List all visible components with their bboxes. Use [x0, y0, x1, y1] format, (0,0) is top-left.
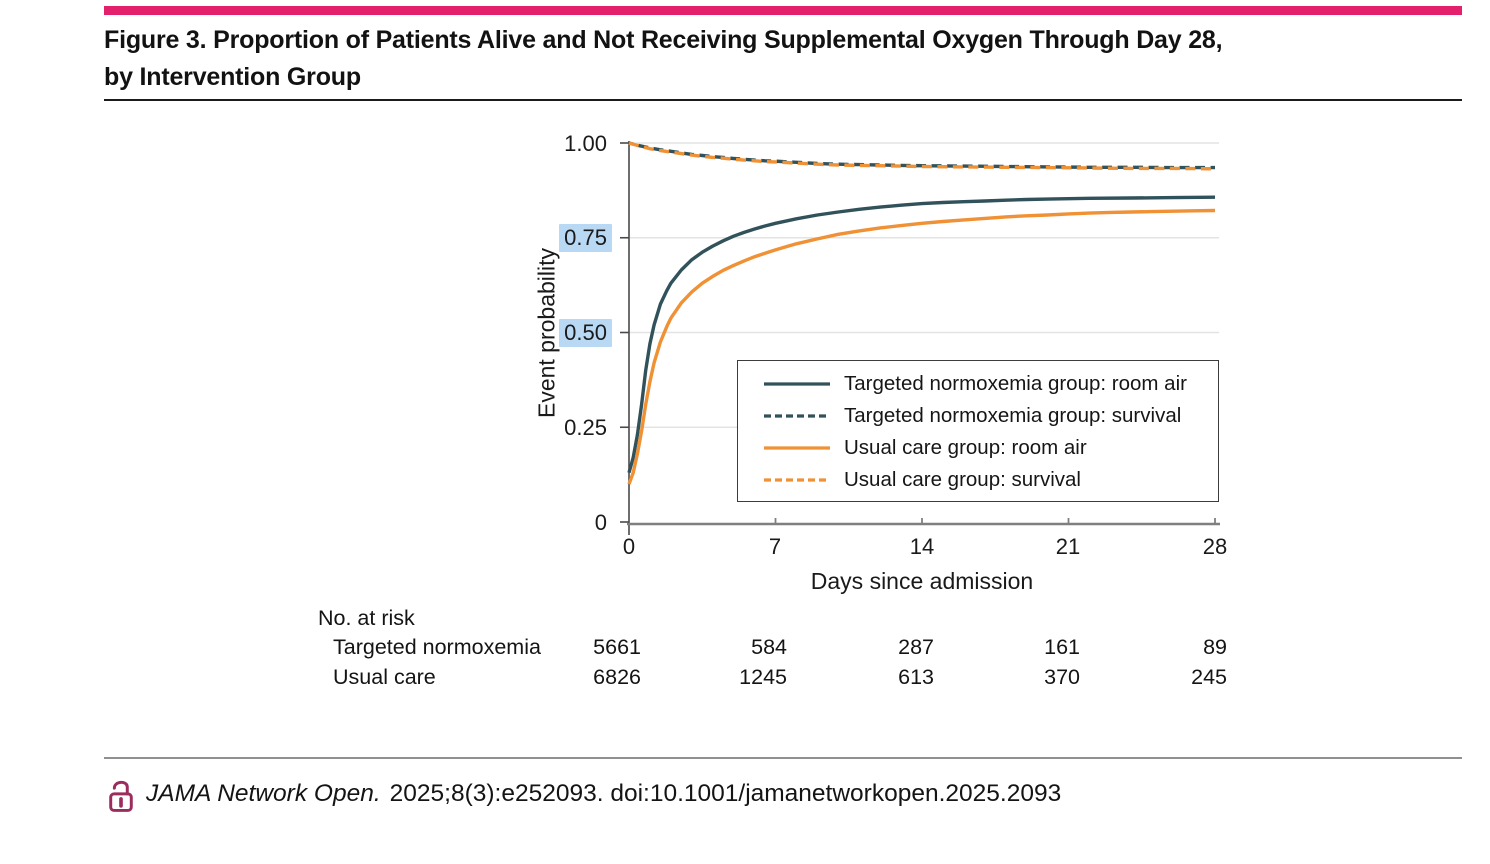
risk-value: 1245	[739, 665, 787, 689]
y-tick-label: 0.75	[508, 224, 612, 252]
risk-value: 5661	[593, 635, 641, 659]
solid-line-icon	[764, 382, 830, 386]
risk-table-title: No. at risk	[318, 606, 415, 630]
y-tick-label: 0	[594, 510, 607, 535]
legend-item: Usual care group: survival	[738, 464, 1218, 496]
chart-legend: Targeted normoxemia group: room air Targ…	[737, 360, 1219, 502]
risk-value: 89	[1203, 635, 1227, 659]
title-divider	[104, 99, 1462, 101]
risk-value: 245	[1191, 665, 1227, 689]
legend-label: Targeted normoxemia group: survival	[844, 404, 1182, 427]
dashed-line-icon	[764, 478, 830, 482]
x-tick-label: 7	[768, 534, 782, 559]
figure-title-line2: by Intervention Group	[104, 63, 361, 91]
solid-line-icon	[764, 446, 830, 450]
x-tick-label: 14	[909, 534, 935, 559]
legend-item: Usual care group: room air	[738, 432, 1218, 464]
figure-title-line1: Figure 3. Proportion of Patients Alive a…	[104, 26, 1223, 54]
risk-value: 161	[1044, 635, 1080, 659]
x-tick-label: 28	[1202, 534, 1228, 559]
y-tick-label: 1.00	[564, 131, 607, 156]
citation-detail: 2025;8(3):e252093. doi:10.1001/jamanetwo…	[389, 780, 1062, 807]
risk-value: 370	[1044, 665, 1080, 689]
x-axis-title: Days since admission	[810, 568, 1034, 594]
risk-value: 584	[751, 635, 787, 659]
risk-value: 6826	[593, 665, 641, 689]
legend-item: Targeted normoxemia group: room air	[738, 368, 1218, 400]
legend-label: Targeted normoxemia group: room air	[844, 372, 1187, 395]
x-tick-label: 21	[1055, 534, 1081, 559]
legend-item: Targeted normoxemia group: survival	[738, 400, 1218, 432]
risk-value: 613	[898, 665, 934, 689]
dashed-line-icon	[764, 414, 830, 418]
x-tick-label: 0	[622, 534, 636, 559]
citation-text: JAMA Network Open. 2025;8(3):e252093. doi…	[146, 780, 1061, 808]
legend-label: Usual care group: survival	[844, 468, 1081, 491]
top-accent-bar	[104, 6, 1462, 15]
journal-name: JAMA Network Open.	[146, 780, 381, 807]
legend-label: Usual care group: room air	[844, 436, 1087, 459]
risk-row-label: Usual care	[333, 665, 436, 689]
risk-row-label: Targeted normoxemia	[333, 635, 541, 659]
footer-divider	[104, 757, 1462, 759]
y-tick-label: 0.25	[564, 415, 607, 440]
y-tick-label: 0.50	[508, 319, 612, 347]
figure-title: Figure 3. Proportion of Patients Alive a…	[104, 22, 1404, 96]
risk-value: 287	[898, 635, 934, 659]
open-access-lock-icon	[109, 780, 133, 812]
